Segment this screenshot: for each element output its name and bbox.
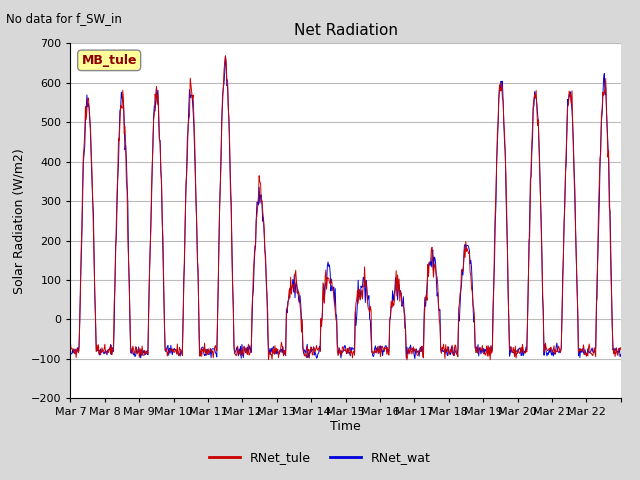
RNet_tule xyxy=(221,53,229,59)
RNet_tule xyxy=(435,301,442,307)
RNet_wat xyxy=(233,344,241,350)
X-axis label: Time: Time xyxy=(330,420,361,433)
RNet_tule xyxy=(404,352,412,358)
RNet_wat xyxy=(260,230,268,236)
RNet_tule xyxy=(403,357,411,363)
RNet_wat xyxy=(403,344,411,350)
Line: RNet_tule: RNet_tule xyxy=(70,56,621,360)
RNet_tule xyxy=(281,349,289,355)
RNet_wat xyxy=(617,352,625,358)
RNet_tule xyxy=(233,351,241,357)
RNet_wat xyxy=(281,352,289,358)
Y-axis label: Solar Radiation (W/m2): Solar Radiation (W/m2) xyxy=(12,148,26,294)
RNet_wat xyxy=(435,304,442,310)
RNet_wat xyxy=(67,350,74,356)
Text: No data for f_SW_in: No data for f_SW_in xyxy=(6,12,122,25)
RNet_wat xyxy=(131,354,139,360)
RNet_wat xyxy=(411,356,419,361)
Line: RNet_wat: RNet_wat xyxy=(70,56,621,359)
Legend: RNet_tule, RNet_wat: RNet_tule, RNet_wat xyxy=(204,446,436,469)
RNet_tule xyxy=(67,340,74,346)
RNet_tule xyxy=(260,225,268,231)
RNet_wat xyxy=(221,53,229,59)
RNet_tule xyxy=(131,350,139,356)
RNet_tule xyxy=(617,345,625,350)
Text: MB_tule: MB_tule xyxy=(81,54,137,67)
Title: Net Radiation: Net Radiation xyxy=(294,23,397,38)
